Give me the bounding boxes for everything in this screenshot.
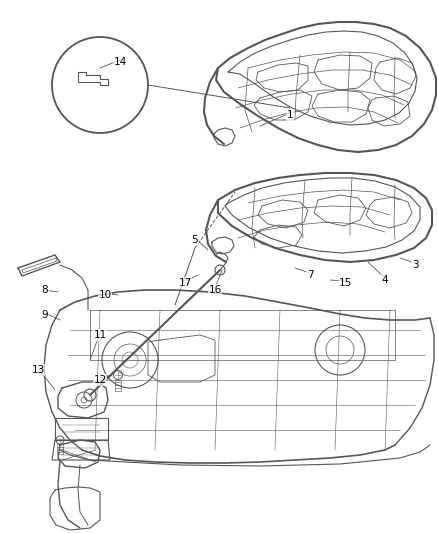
Text: 15: 15: [338, 278, 351, 288]
Text: 11: 11: [93, 330, 106, 340]
Text: 4: 4: [381, 275, 388, 285]
Text: 9: 9: [42, 310, 48, 320]
Text: 10: 10: [98, 290, 111, 300]
Text: 12: 12: [93, 375, 106, 385]
Text: 8: 8: [42, 285, 48, 295]
Text: 7: 7: [306, 270, 313, 280]
Text: 14: 14: [113, 57, 126, 67]
Text: 13: 13: [31, 365, 45, 375]
Text: 1: 1: [286, 110, 293, 120]
Text: 5: 5: [191, 235, 198, 245]
Text: 16: 16: [208, 285, 221, 295]
Text: 17: 17: [178, 278, 191, 288]
Text: 3: 3: [411, 260, 417, 270]
